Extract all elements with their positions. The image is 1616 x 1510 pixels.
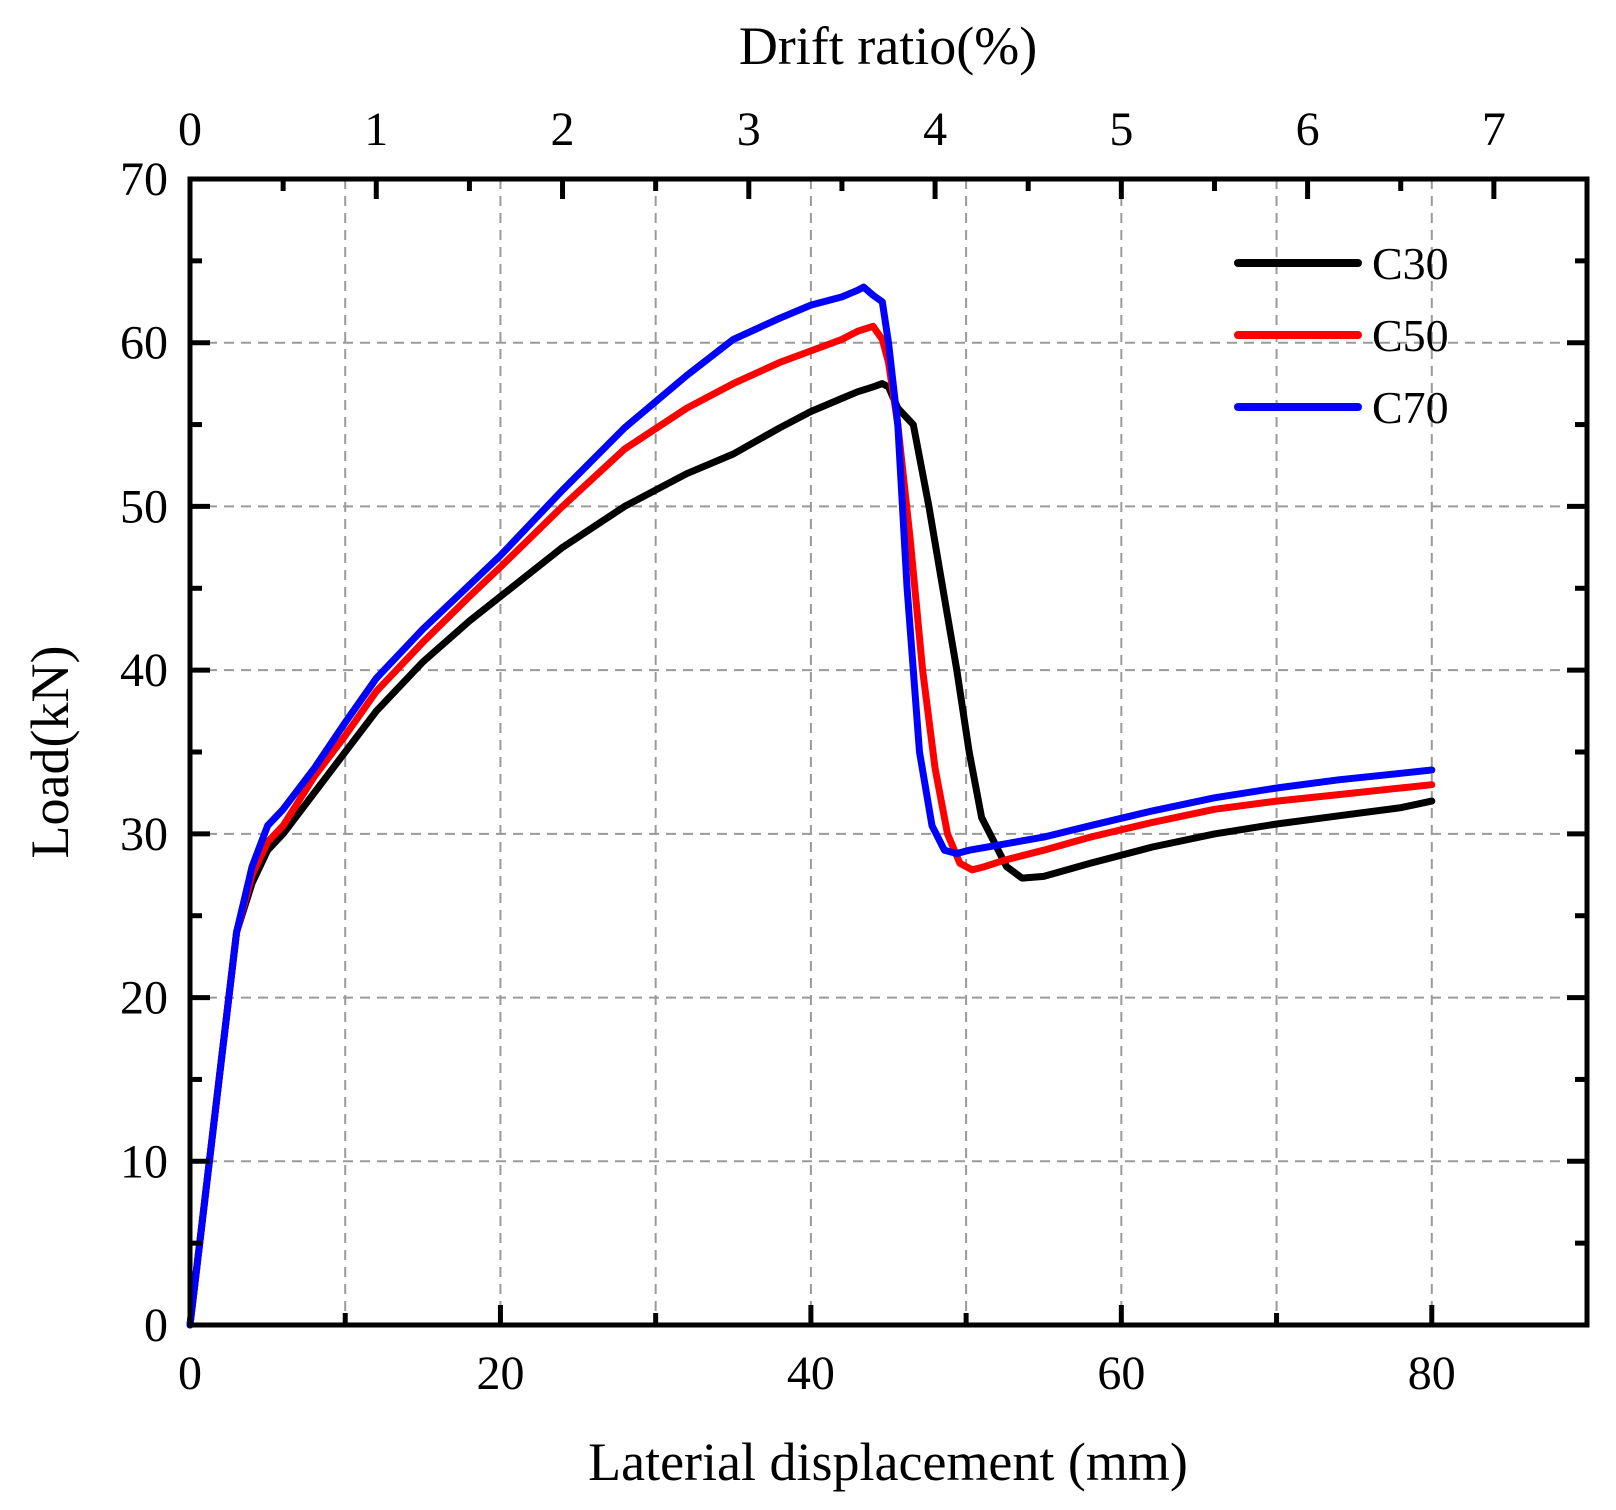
series-group [186,283,1436,1329]
y-tick-label: 20 [120,972,168,1025]
legend-label-c70: C70 [1372,382,1449,433]
y-tick-label: 70 [120,153,168,206]
series-line-c30 [186,380,1436,1329]
x2-axis-title: Drift ratio(%) [739,16,1037,76]
legend: C30 C50 C70 [1234,238,1449,433]
x2-tick-label: 4 [923,103,947,156]
x2-tick-label: 6 [1296,103,1320,156]
x2-tick-label: 0 [178,103,202,156]
y-tick-label: 0 [144,1299,168,1352]
x-tick-label: 20 [476,1347,524,1400]
x-tick-label: 0 [178,1347,202,1400]
series-line-c70 [186,283,1436,1329]
x-tick-label: 60 [1097,1347,1145,1400]
y-tick-label: 50 [120,480,168,533]
series-line-c50 [186,322,1436,1329]
x2-tick-label: 5 [1109,103,1133,156]
x2-tick-label: 3 [737,103,761,156]
x-tick-label: 80 [1408,1347,1456,1400]
x-axis-title: Laterial displacement (mm) [588,1432,1188,1492]
x2-tick-label: 1 [364,103,388,156]
x2-tick-label: 7 [1482,103,1506,156]
y-tick-label: 30 [120,808,168,861]
y-tick-label: 10 [120,1135,168,1188]
x-tick-label: 40 [787,1347,835,1400]
x2-tick-label: 2 [551,103,575,156]
y-axis-title: Load(kN) [20,646,80,859]
ticks [187,176,1590,1328]
legend-label-c30: C30 [1372,238,1449,289]
y-tick-label: 40 [120,644,168,697]
legend-label-c50: C50 [1372,310,1449,361]
y-tick-label: 60 [120,317,168,370]
